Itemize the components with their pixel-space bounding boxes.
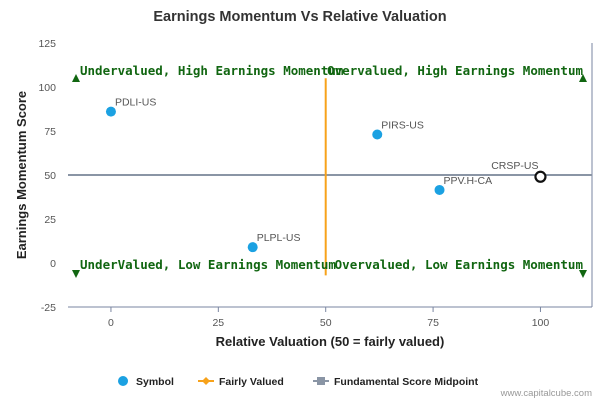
y-tick-label: 0 (50, 258, 56, 270)
legend-midpoint-label: Fundamental Score Midpoint (334, 376, 479, 388)
credit-text: www.capitalcube.com (500, 388, 592, 399)
data-point (105, 106, 116, 117)
y-tick-label: 50 (44, 170, 56, 182)
data-point (247, 242, 258, 253)
data-point-label: PIRS-US (381, 120, 424, 132)
arrow-down-left-icon (72, 270, 80, 278)
legend-symbol-label: Symbol (136, 376, 174, 388)
legend-symbol-marker (118, 376, 128, 386)
legend: Symbol Fairly Valued Fundamental Score M… (118, 376, 479, 388)
quadrant-label-top-left: Undervalued, High Earnings Momentum (80, 63, 344, 78)
y-tick-label: 75 (44, 126, 56, 138)
legend-fairly-valued-marker (202, 377, 210, 385)
plot-area: 0 25 50 75 100 -25 0 25 50 75 100 125 Undervalued, H… (38, 38, 593, 329)
x-tick-label: 50 (320, 317, 332, 329)
y-tick-label: -25 (41, 302, 56, 314)
data-point (434, 184, 445, 195)
quadrant-label-bottom-right: Overvalued, Low Earnings Momentum (335, 257, 584, 272)
legend-fairly-valued-label: Fairly Valued (219, 376, 284, 388)
arrow-up-right-icon (579, 74, 587, 82)
y-tick-label: 100 (38, 82, 56, 94)
legend-midpoint-marker (317, 377, 325, 385)
x-tick-label: 25 (212, 317, 224, 329)
x-tick-label: 75 (427, 317, 439, 329)
arrow-up-left-icon (72, 74, 80, 82)
x-tick-label: 0 (108, 317, 114, 329)
quadrant-label-bottom-left: UnderValued, Low Earnings Momentum (80, 257, 336, 272)
data-point-label: PPV.H-CA (444, 175, 493, 187)
data-point (372, 129, 383, 140)
x-axis-title: Relative Valuation (50 = fairly valued) (216, 334, 445, 349)
data-point-label: PLPL-US (257, 232, 301, 244)
y-tick-label: 25 (44, 214, 56, 226)
quadrant-label-top-right: Overvalued, High Earnings Momentum (327, 63, 583, 78)
data-point-highlighted (534, 170, 547, 183)
chart-title: Earnings Momentum Vs Relative Valuation (153, 9, 446, 25)
x-tick-label: 100 (532, 317, 550, 329)
y-axis-title: Earnings Momentum Score (14, 91, 29, 259)
data-point-label: PDLI-US (115, 97, 156, 109)
arrow-down-right-icon (579, 270, 587, 278)
data-point-label: CRSP-US (491, 160, 538, 172)
y-tick-label: 125 (38, 38, 56, 50)
